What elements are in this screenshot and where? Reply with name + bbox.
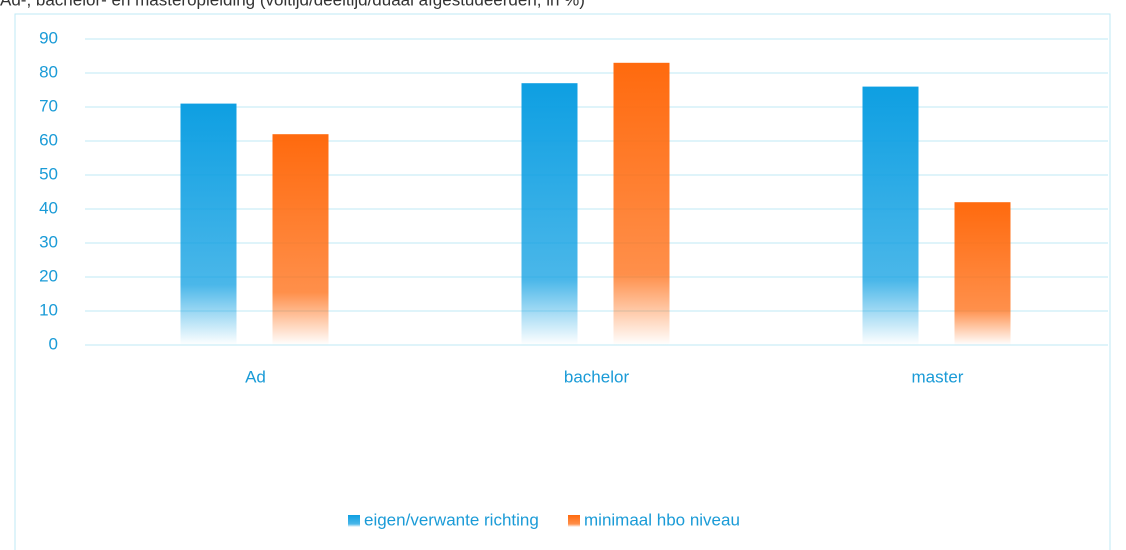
bar: [272, 134, 329, 345]
x-tick-label: master: [912, 367, 964, 386]
y-tick-label: 20: [39, 266, 58, 285]
y-tick-label: 80: [39, 62, 58, 81]
bar: [613, 62, 670, 346]
y-tick-label: 40: [39, 198, 58, 217]
legend-swatch: [348, 515, 360, 527]
bar: [180, 103, 237, 345]
legend-label: eigen/verwante richting: [364, 510, 539, 529]
bar: [862, 86, 919, 345]
y-tick-label: 50: [39, 164, 58, 183]
y-tick-label: 0: [49, 334, 58, 353]
y-tick-label: 60: [39, 130, 58, 149]
x-tick-label: Ad: [245, 367, 266, 386]
bar: [954, 202, 1011, 345]
y-tick-label: 10: [39, 300, 58, 319]
legend-swatch: [568, 515, 580, 527]
bar: [521, 83, 578, 345]
y-tick-label: 90: [39, 28, 58, 47]
y-tick-label: 70: [39, 96, 58, 115]
y-tick-label: 30: [39, 232, 58, 251]
x-tick-label: bachelor: [564, 367, 630, 386]
chart-title: Ad-, bachelor- en masteropleiding (volti…: [0, 0, 585, 9]
legend-label: minimaal hbo niveau: [584, 510, 740, 529]
